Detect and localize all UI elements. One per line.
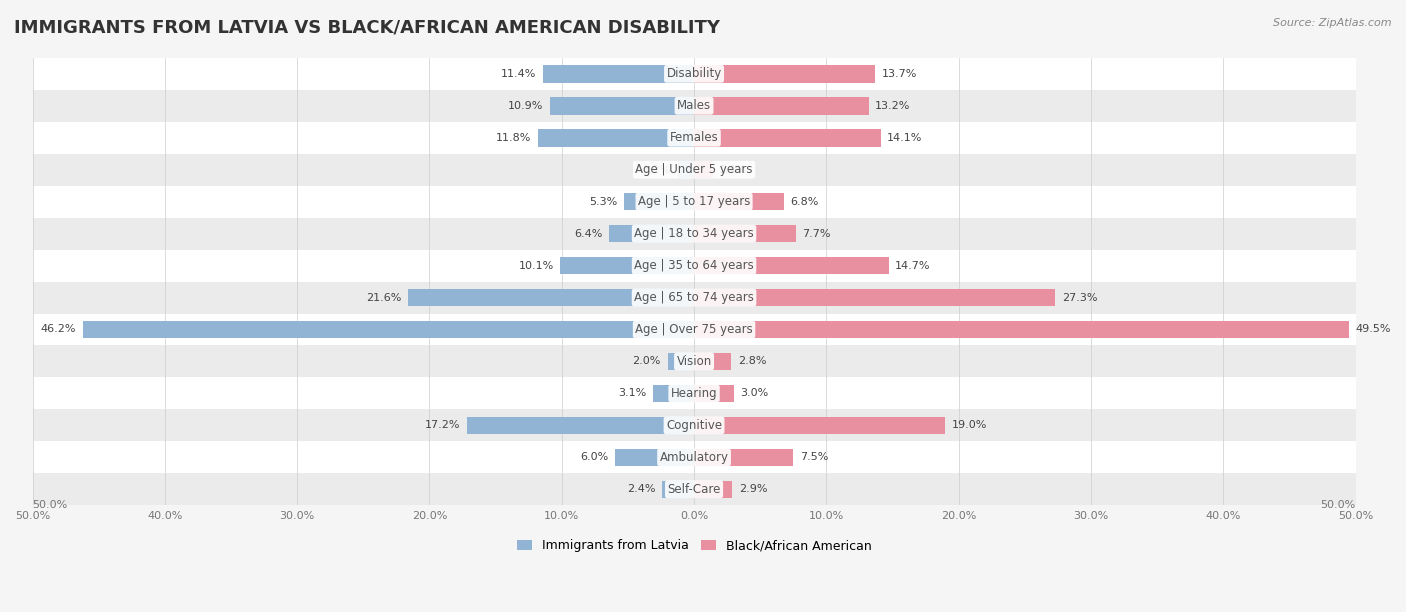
Text: 17.2%: 17.2% [425,420,460,430]
Text: Age | Over 75 years: Age | Over 75 years [636,323,754,336]
Text: 2.9%: 2.9% [740,484,768,494]
Text: 2.8%: 2.8% [738,356,766,367]
Text: 3.0%: 3.0% [741,389,769,398]
Text: 19.0%: 19.0% [952,420,987,430]
Text: IMMIGRANTS FROM LATVIA VS BLACK/AFRICAN AMERICAN DISABILITY: IMMIGRANTS FROM LATVIA VS BLACK/AFRICAN … [14,18,720,36]
Text: Vision: Vision [676,355,711,368]
Text: 6.8%: 6.8% [790,196,820,207]
Text: 7.7%: 7.7% [803,229,831,239]
Bar [543,65,695,83]
Text: 7.5%: 7.5% [800,452,828,462]
Bar [538,129,695,146]
Text: Age | 65 to 74 years: Age | 65 to 74 years [634,291,754,304]
Text: 13.7%: 13.7% [882,69,917,79]
Bar [695,417,945,434]
Bar [32,441,1355,473]
Bar [695,193,785,211]
Text: 21.6%: 21.6% [367,293,402,302]
Bar [32,282,1355,313]
Bar [32,409,1355,441]
Text: 2.0%: 2.0% [633,356,661,367]
Bar [32,58,1355,90]
Text: 6.0%: 6.0% [579,452,607,462]
Text: 46.2%: 46.2% [41,324,76,335]
Text: Age | 18 to 34 years: Age | 18 to 34 years [634,227,754,240]
Text: Disability: Disability [666,67,721,80]
Text: 6.4%: 6.4% [575,229,603,239]
Bar [32,250,1355,282]
Bar [695,353,731,370]
Bar [652,384,695,402]
Bar [32,218,1355,250]
Bar [32,122,1355,154]
Text: Age | 35 to 64 years: Age | 35 to 64 years [634,259,754,272]
Bar [32,90,1355,122]
Bar [83,321,695,338]
Text: 50.0%: 50.0% [1320,500,1355,510]
Bar [614,449,695,466]
Text: 11.8%: 11.8% [496,133,531,143]
Bar [550,97,695,114]
Bar [695,289,1056,307]
Text: 10.9%: 10.9% [508,101,543,111]
Text: 1.4%: 1.4% [720,165,748,174]
Bar [467,417,695,434]
Text: Ambulatory: Ambulatory [659,451,728,464]
Bar [662,480,695,498]
Text: 1.2%: 1.2% [643,165,672,174]
Bar [695,65,876,83]
Text: 27.3%: 27.3% [1062,293,1097,302]
Text: 14.7%: 14.7% [896,261,931,271]
Text: Age | Under 5 years: Age | Under 5 years [636,163,752,176]
Text: Females: Females [669,131,718,144]
Text: 11.4%: 11.4% [502,69,537,79]
Text: 50.0%: 50.0% [32,500,67,510]
Bar [695,161,713,179]
Text: 13.2%: 13.2% [876,101,911,111]
Text: 10.1%: 10.1% [519,261,554,271]
Text: Self-Care: Self-Care [668,483,721,496]
Bar [695,321,1348,338]
Bar [32,154,1355,185]
Text: Males: Males [678,99,711,112]
Bar [695,449,793,466]
Text: 14.1%: 14.1% [887,133,922,143]
Bar [624,193,695,211]
Bar [695,97,869,114]
Bar [695,480,733,498]
Text: Hearing: Hearing [671,387,717,400]
Bar [32,473,1355,506]
Text: 2.4%: 2.4% [627,484,655,494]
Text: Cognitive: Cognitive [666,419,723,432]
Bar [32,313,1355,345]
Text: 5.3%: 5.3% [589,196,617,207]
Bar [609,225,695,242]
Text: Source: ZipAtlas.com: Source: ZipAtlas.com [1274,18,1392,28]
Bar [668,353,695,370]
Legend: Immigrants from Latvia, Black/African American: Immigrants from Latvia, Black/African Am… [512,534,876,557]
Bar [408,289,695,307]
Bar [695,384,734,402]
Bar [695,225,796,242]
Text: Age | 5 to 17 years: Age | 5 to 17 years [638,195,751,208]
Text: 49.5%: 49.5% [1355,324,1391,335]
Bar [32,378,1355,409]
Bar [32,345,1355,378]
Bar [678,161,695,179]
Bar [695,129,880,146]
Bar [695,257,889,274]
Bar [32,185,1355,218]
Bar [561,257,695,274]
Text: 3.1%: 3.1% [619,389,647,398]
